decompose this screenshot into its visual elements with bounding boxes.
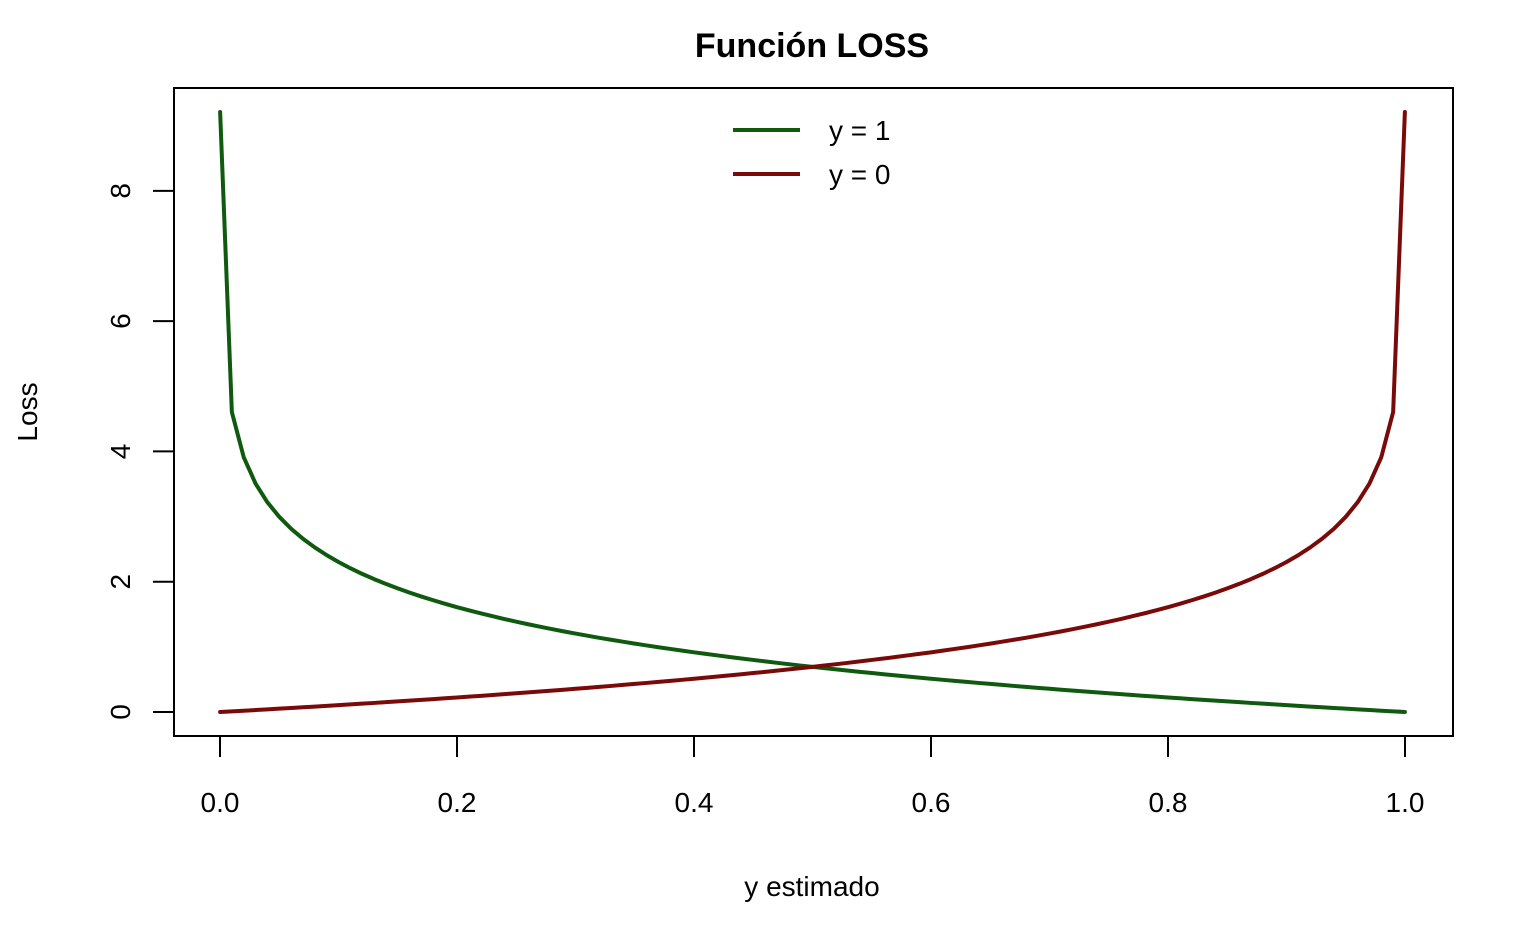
x-tick-label: 0.4: [675, 787, 714, 818]
plot-frame: [173, 87, 1454, 737]
legend: y = 1 y = 0: [733, 115, 890, 190]
y-tick-label: 0: [105, 704, 136, 720]
legend-label-0: y = 1: [829, 115, 890, 146]
x-tick-label: 0.6: [912, 787, 951, 818]
y-axis: 0 2 4 6 8: [105, 183, 175, 720]
x-tick-label: 0.0: [201, 787, 240, 818]
series-layer: [218, 110, 1407, 714]
chart-title: Función LOSS: [695, 27, 929, 65]
x-tick-label: 1.0: [1386, 787, 1425, 818]
y-axis-label: Loss: [12, 382, 43, 441]
legend-label-1: y = 0: [829, 159, 890, 190]
x-tick-label: 0.2: [438, 787, 477, 818]
y-tick-label: 4: [105, 444, 136, 460]
series-line-1: [218, 110, 1407, 714]
x-axis: 0.0 0.2 0.4 0.6 0.8 1.0: [201, 735, 1425, 818]
y-tick-label: 2: [105, 574, 136, 590]
y-tick-label: 6: [105, 313, 136, 329]
x-axis-label: y estimado: [744, 871, 879, 902]
series-line-0: [218, 110, 1407, 714]
x-tick-label: 0.8: [1149, 787, 1188, 818]
y-tick-label: 8: [105, 183, 136, 199]
